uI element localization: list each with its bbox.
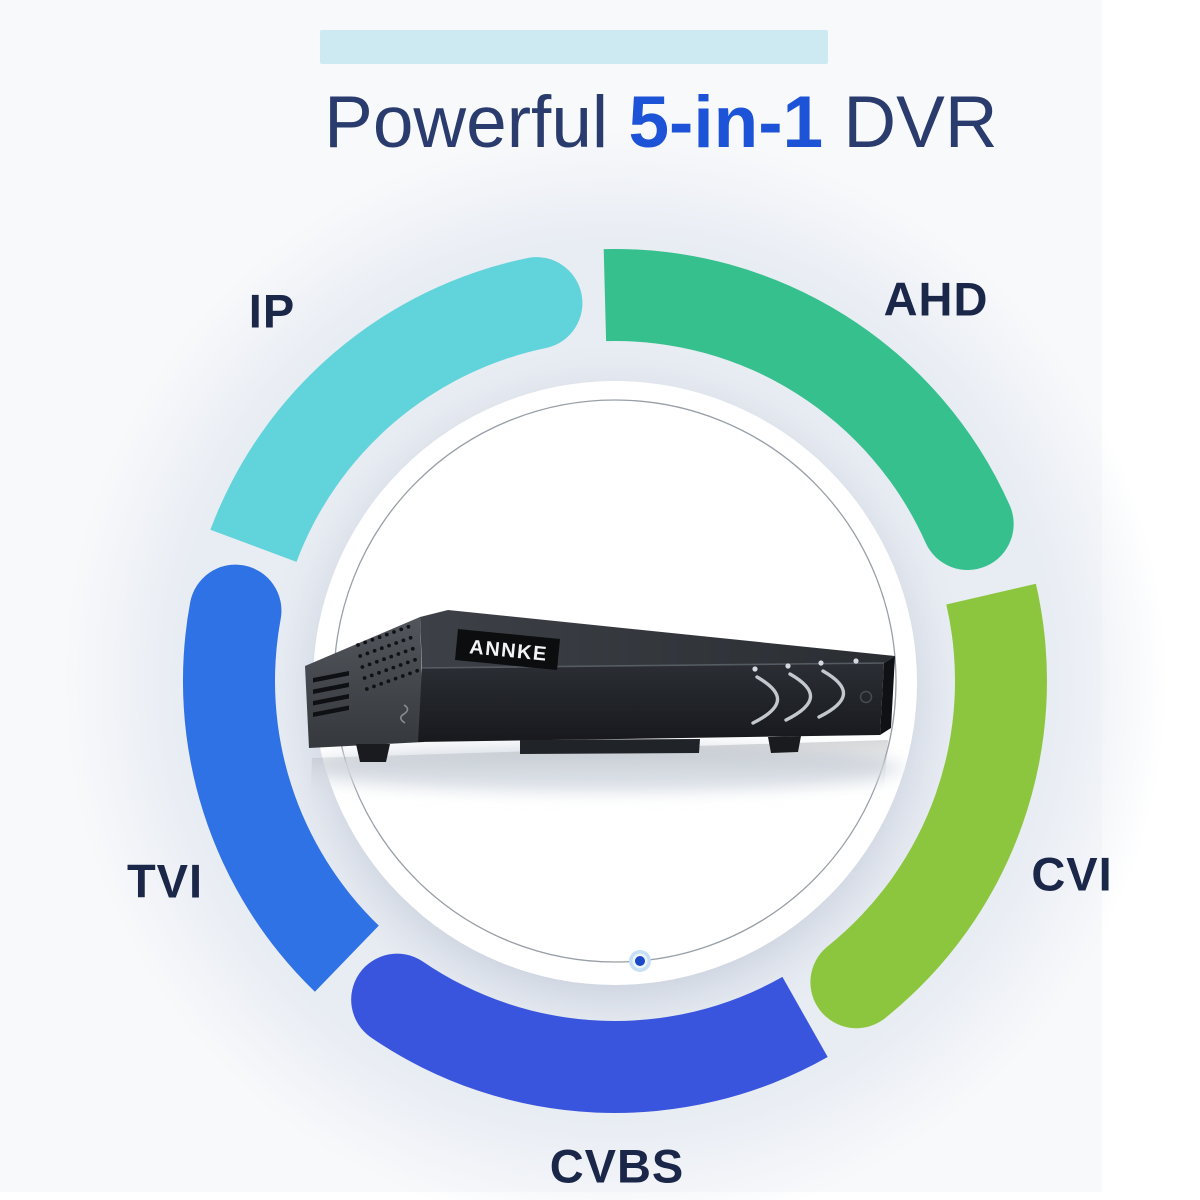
vent-hole xyxy=(367,662,372,667)
vent-hole xyxy=(358,654,363,658)
title-highlight-band xyxy=(320,30,828,64)
device-foot-left xyxy=(356,744,390,762)
vent-hole xyxy=(379,681,384,686)
device-left-face xyxy=(305,617,424,748)
vent-hole xyxy=(369,673,374,678)
vent-hole xyxy=(379,646,384,651)
vent-slat xyxy=(313,671,349,683)
arc-segment-tvi xyxy=(182,564,379,992)
vent-hole xyxy=(364,687,369,691)
vent-hole xyxy=(408,635,413,640)
vent-hole xyxy=(415,668,420,673)
led-dot xyxy=(785,663,791,669)
vent-slats xyxy=(313,671,349,717)
vent-hole xyxy=(393,676,398,681)
vent-hole xyxy=(372,648,377,653)
front-panel-chevrons xyxy=(751,669,846,725)
marker-core xyxy=(635,956,645,966)
brand-plate xyxy=(455,629,560,670)
vent-hole xyxy=(410,646,415,651)
vent-hole xyxy=(408,671,412,676)
vent-hole xyxy=(400,674,405,678)
front-panel-leds xyxy=(752,658,859,672)
side-marking xyxy=(399,704,409,724)
chevron-2 xyxy=(784,672,813,722)
device-foot-right xyxy=(768,736,801,753)
circle-marker-dot xyxy=(629,950,651,972)
vent-hole xyxy=(362,676,367,680)
vent-hole xyxy=(394,641,399,645)
led-dot xyxy=(818,660,824,666)
vent-hole xyxy=(382,657,386,662)
title-text-bold: 5-in-1 xyxy=(628,81,824,163)
arc-label-tvi: TVI xyxy=(126,854,204,908)
vent-hole-grid xyxy=(356,624,420,691)
vent-hole xyxy=(365,651,370,656)
power-button xyxy=(859,690,873,704)
title-text-after: DVR xyxy=(823,81,998,163)
vent-hole xyxy=(392,630,396,634)
arc-segment-ahd xyxy=(603,248,1014,571)
vent-hole xyxy=(372,684,376,689)
vent-hole xyxy=(377,670,381,675)
title-area: Powerful 5-in-1 DVR xyxy=(0,0,1200,160)
vent-slat xyxy=(313,705,349,717)
page-title: Powerful 5-in-1 DVR xyxy=(0,8,1200,238)
arc-label-ip: IP xyxy=(248,284,296,338)
vent-hole xyxy=(389,654,394,659)
vent-hole xyxy=(401,638,406,643)
vent-hole xyxy=(396,652,401,656)
device-reflection xyxy=(310,740,888,806)
arc-label-cvi: CVI xyxy=(1031,847,1113,901)
vent-hole xyxy=(363,640,368,645)
vent-hole xyxy=(391,665,396,670)
vent-hole xyxy=(399,627,404,632)
device-front-bevel xyxy=(421,662,885,669)
arc-segment-cvi xyxy=(810,583,1047,1029)
vent-hole xyxy=(384,632,389,637)
vent-hole xyxy=(370,637,375,642)
arc-label-ahd: AHD xyxy=(883,272,989,326)
dvr-device: ANNKE xyxy=(305,610,903,806)
vent-hole xyxy=(384,668,389,673)
chevron-1 xyxy=(751,675,780,725)
vent-hole xyxy=(405,660,410,665)
vent-hole xyxy=(377,635,382,640)
arc-label-cvbs: CVBS xyxy=(549,1139,685,1193)
vent-hole xyxy=(403,649,408,654)
vent-hole xyxy=(360,665,365,669)
chevron-3 xyxy=(817,669,846,719)
signal-arc-ring xyxy=(182,248,1047,1113)
vent-hole xyxy=(398,663,403,667)
device-foot-bar xyxy=(520,739,700,754)
vent-hole xyxy=(374,659,379,664)
led-dot xyxy=(752,666,758,672)
arc-segment-ip xyxy=(210,257,583,562)
vent-slat xyxy=(313,682,349,694)
arc-segment-cvbs xyxy=(351,953,828,1113)
vent-hole xyxy=(386,679,391,684)
vent-hole xyxy=(356,643,360,647)
vent-hole xyxy=(387,643,391,648)
vent-hole xyxy=(413,657,417,662)
vent-slat xyxy=(313,694,349,706)
device-right-face xyxy=(880,656,895,735)
led-dot xyxy=(853,658,859,664)
vent-hole xyxy=(406,624,411,629)
device-front-face xyxy=(418,663,884,742)
title-text-before: Powerful xyxy=(324,81,629,163)
